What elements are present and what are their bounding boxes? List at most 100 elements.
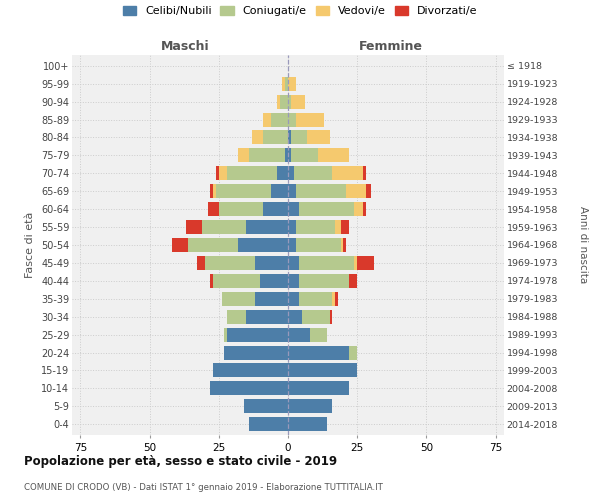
Bar (227, 166, 277, 180)
Bar (288, 400, 332, 413)
Bar (224, 328, 227, 342)
Y-axis label: Anni di nascita: Anni di nascita (578, 206, 588, 284)
Bar (329, 310, 332, 324)
Bar (332, 292, 335, 306)
Bar (263, 130, 288, 144)
Bar (211, 274, 213, 288)
Bar (185, 220, 202, 234)
Bar (216, 184, 271, 198)
Bar (172, 238, 188, 252)
Bar (227, 328, 288, 342)
Bar (288, 202, 299, 216)
Bar (288, 112, 296, 126)
Bar (283, 76, 285, 90)
Bar (288, 418, 327, 431)
Bar (363, 166, 365, 180)
Bar (247, 310, 288, 324)
Bar (288, 310, 302, 324)
Bar (280, 94, 288, 108)
Bar (335, 220, 341, 234)
Bar (263, 202, 288, 216)
Bar (288, 130, 291, 144)
Bar (332, 166, 363, 180)
Bar (205, 256, 255, 270)
Bar (285, 76, 288, 90)
Bar (291, 130, 307, 144)
Bar (349, 274, 357, 288)
Bar (208, 202, 219, 216)
Text: Femmine: Femmine (358, 40, 422, 52)
Bar (291, 94, 305, 108)
Bar (227, 310, 247, 324)
Bar (277, 166, 288, 180)
Bar (213, 364, 288, 378)
Bar (319, 148, 349, 162)
Bar (346, 184, 365, 198)
Bar (365, 184, 371, 198)
Bar (363, 202, 365, 216)
Bar (288, 328, 310, 342)
Bar (197, 256, 205, 270)
Bar (288, 274, 299, 288)
Text: COMUNE DI CRODO (VB) - Dati ISTAT 1° gennaio 2019 - Elaborazione TUTTITALIA.IT: COMUNE DI CRODO (VB) - Dati ISTAT 1° gen… (24, 483, 383, 492)
Bar (291, 148, 319, 162)
Bar (299, 256, 355, 270)
Bar (255, 256, 288, 270)
Bar (238, 238, 288, 252)
Bar (271, 112, 288, 126)
Bar (302, 310, 329, 324)
Bar (188, 238, 238, 252)
Bar (249, 418, 288, 431)
Bar (288, 184, 296, 198)
Bar (263, 112, 271, 126)
Bar (288, 220, 296, 234)
Bar (221, 292, 255, 306)
Bar (213, 274, 260, 288)
Bar (288, 256, 299, 270)
Y-axis label: Fasce di età: Fasce di età (25, 212, 35, 278)
Bar (216, 166, 219, 180)
Bar (213, 184, 216, 198)
Bar (288, 166, 293, 180)
Text: Popolazione per età, sesso e stato civile - 2019: Popolazione per età, sesso e stato civil… (24, 455, 337, 468)
Bar (296, 184, 346, 198)
Bar (277, 94, 280, 108)
Bar (335, 292, 338, 306)
Bar (288, 76, 296, 90)
Bar (349, 346, 357, 360)
Bar (244, 400, 288, 413)
Bar (341, 238, 343, 252)
Bar (249, 148, 285, 162)
Bar (252, 130, 263, 144)
Bar (224, 346, 288, 360)
Legend: Celibi/Nubili, Coniugati/e, Vedovi/e, Divorzati/e: Celibi/Nubili, Coniugati/e, Vedovi/e, Di… (123, 6, 477, 16)
Bar (211, 382, 288, 396)
Bar (343, 238, 346, 252)
Bar (357, 256, 374, 270)
Bar (271, 184, 288, 198)
Text: Maschi: Maschi (161, 40, 210, 52)
Bar (288, 238, 296, 252)
Bar (211, 184, 213, 198)
Bar (288, 382, 349, 396)
Bar (247, 220, 288, 234)
Bar (296, 112, 324, 126)
Bar (310, 328, 327, 342)
Bar (299, 202, 355, 216)
Bar (355, 256, 357, 270)
Bar (260, 274, 288, 288)
Bar (296, 238, 341, 252)
Bar (288, 292, 299, 306)
Bar (355, 202, 363, 216)
Bar (288, 94, 291, 108)
Bar (307, 130, 329, 144)
Bar (341, 220, 349, 234)
Bar (296, 220, 335, 234)
Bar (293, 166, 332, 180)
Bar (288, 148, 291, 162)
Bar (285, 148, 288, 162)
Bar (299, 292, 332, 306)
Bar (202, 220, 247, 234)
Bar (238, 148, 249, 162)
Bar (219, 166, 227, 180)
